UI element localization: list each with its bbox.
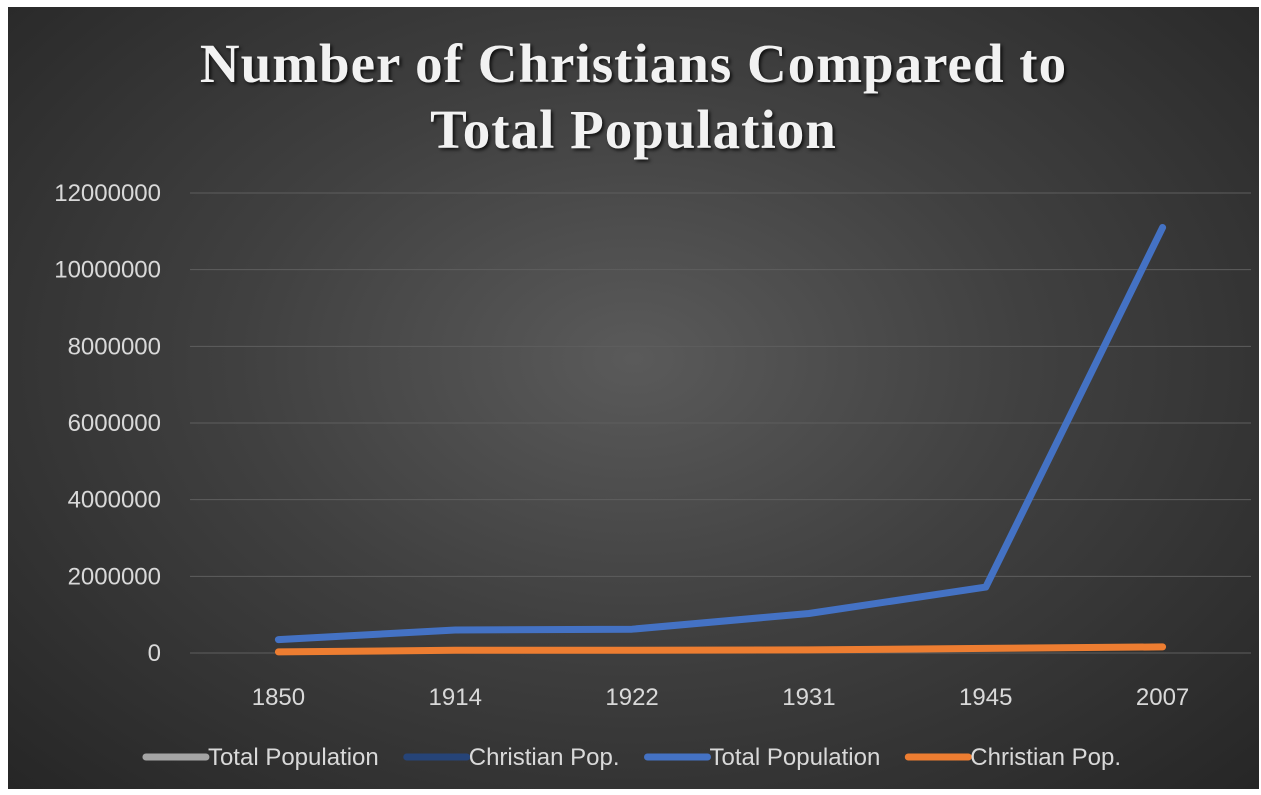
x-tick-label: 1945 [959, 684, 1012, 711]
x-tick-label: 1914 [429, 684, 482, 711]
legend-label: Total Population [208, 744, 379, 771]
chart-title-line-1: Number of Christians Compared to [199, 33, 1068, 94]
y-tick-label: 8000000 [68, 333, 161, 360]
series-line-2 [274, 224, 1167, 644]
y-tick-label: 2000000 [68, 563, 161, 590]
line-chart: 0 2000000 4000000 6000000 8000000 10000000 120… [54, 180, 1251, 771]
y-tick-label: 12000000 [54, 180, 161, 207]
y-tick-label: 0 [148, 640, 161, 667]
chart-title-line-2: Total Population [430, 99, 837, 160]
x-tick-label: 2007 [1136, 684, 1189, 711]
x-tick-label: 1931 [782, 684, 835, 711]
legend-label: Total Population [710, 744, 881, 771]
y-tick-label: 6000000 [68, 410, 161, 437]
series-line-3 [274, 643, 1167, 656]
legend-label: Christian Pop. [469, 744, 620, 771]
x-tick-label: 1922 [605, 684, 658, 711]
x-axis-ticks: 1850 1914 1922 1931 1945 2007 [252, 684, 1190, 711]
chart-area: Number of Christians Compared to Total P… [8, 7, 1259, 789]
legend: Total Population Christian Pop. Total Popu… [142, 744, 1121, 771]
y-axis-ticks: 0 2000000 4000000 6000000 8000000 10000000 120… [54, 180, 161, 667]
y-tick-label: 10000000 [54, 257, 161, 284]
y-tick-label: 4000000 [68, 487, 161, 514]
x-tick-label: 1850 [252, 684, 305, 711]
series-lines [274, 224, 1167, 656]
gridlines [190, 192, 1251, 654]
legend-label: Christian Pop. [970, 744, 1121, 771]
chart-title: Number of Christians Compared to Total P… [8, 31, 1259, 163]
